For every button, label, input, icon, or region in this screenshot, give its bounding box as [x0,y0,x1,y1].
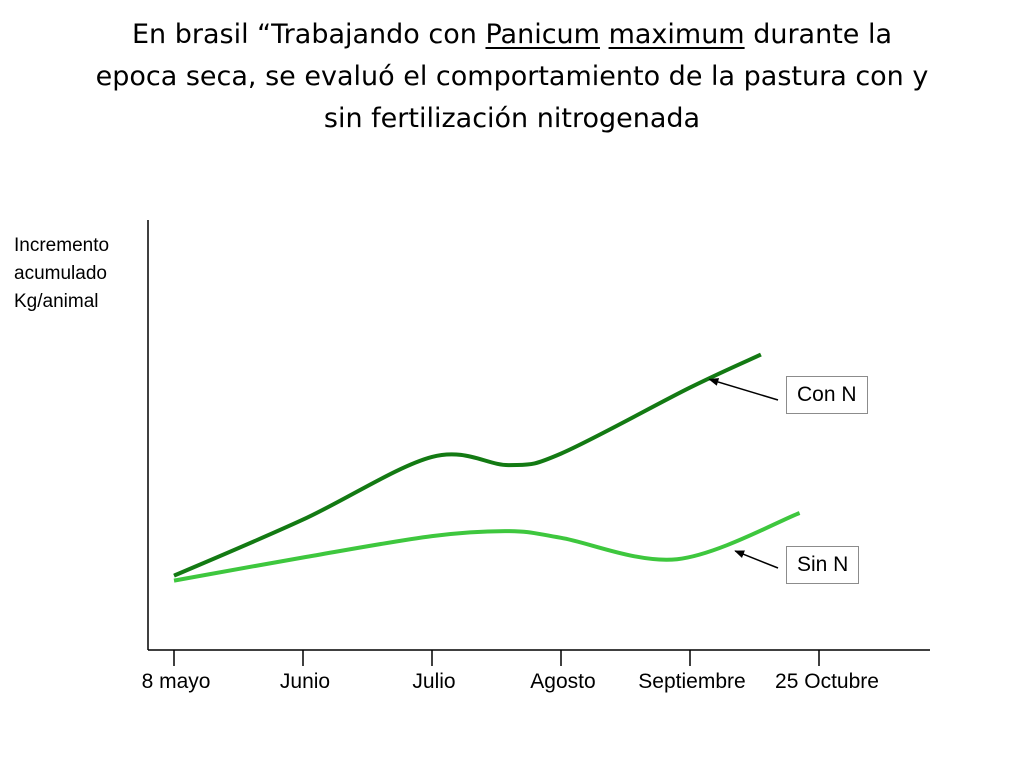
x-tick-label: Agosto [530,670,595,693]
x-tick-label: Septiembre [638,670,745,693]
title-line-2: epoca seca, se evaluó el comportamiento … [95,61,929,92]
title-text-start: En brasil “Trabajando con [131,19,486,50]
y-axis-label-line-1: Incremento [14,235,110,256]
slide-title: En brasil “Trabajando con Panicum maximu… [40,14,984,140]
title-underlined-panicum: Panicum [485,19,600,50]
x-tick-label: Junio [280,670,330,693]
annotation-arrow [734,550,779,569]
callout-con-n: Con N [786,376,868,414]
y-axis-label: Incremento acumulado Kg/animal [14,232,109,316]
title-underlined-maximum: maximum [608,19,745,50]
callout-sin-n: Sin N [786,546,860,584]
x-tick-label: Julio [412,670,455,693]
x-tick-label: 25 Octubre [775,670,879,693]
y-axis-label-line-2: acumulado [14,263,107,284]
series-line-con-n [173,352,762,578]
x-tick-label: 8 mayo [142,670,211,693]
title-text-end: durante la [744,19,893,50]
y-axis-label-line-3: Kg/animal [14,291,99,312]
series-line-sin-n [173,511,801,583]
annotation-arrow [708,378,779,401]
title-line-3: sin fertilización nitrogenada [323,103,701,134]
